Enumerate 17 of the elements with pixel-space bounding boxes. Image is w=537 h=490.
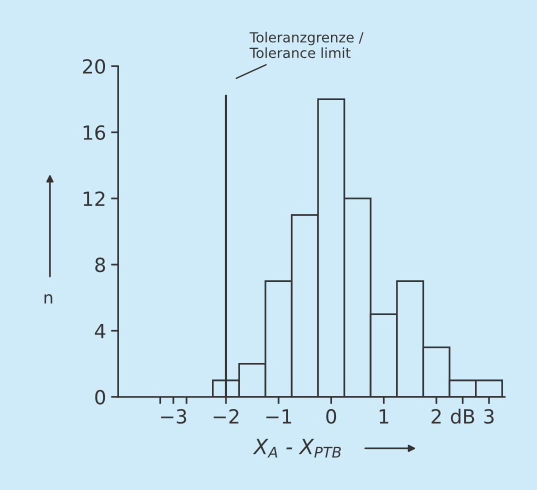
- x-tick-label: −2: [214, 409, 238, 424]
- y-tick-label: 0: [95, 390, 106, 405]
- ref-line-label: Toleranzgrenze / Tolerance limit: [250, 32, 364, 58]
- x-tick-label: −3: [161, 409, 186, 424]
- x-tick-label: dB: [450, 408, 474, 424]
- y-tick-label: 4: [94, 324, 106, 338]
- y-tick-label: 8: [95, 258, 106, 272]
- y-tick-label: 20: [83, 59, 106, 74]
- y-axis-title: n: [44, 294, 52, 304]
- x-axis-title: X$_{A}$ - X$_{PTB}$: [252, 438, 341, 458]
- x-tick-label: 0: [326, 409, 336, 424]
- y-tick-label: 16: [84, 125, 106, 140]
- x-tick-label: 3: [484, 409, 494, 424]
- x-tick-label: 1: [380, 409, 388, 424]
- y-tick-label: 12: [84, 191, 104, 206]
- x-tick-label: −1: [266, 409, 292, 424]
- x-tick-label: 2: [432, 409, 441, 424]
